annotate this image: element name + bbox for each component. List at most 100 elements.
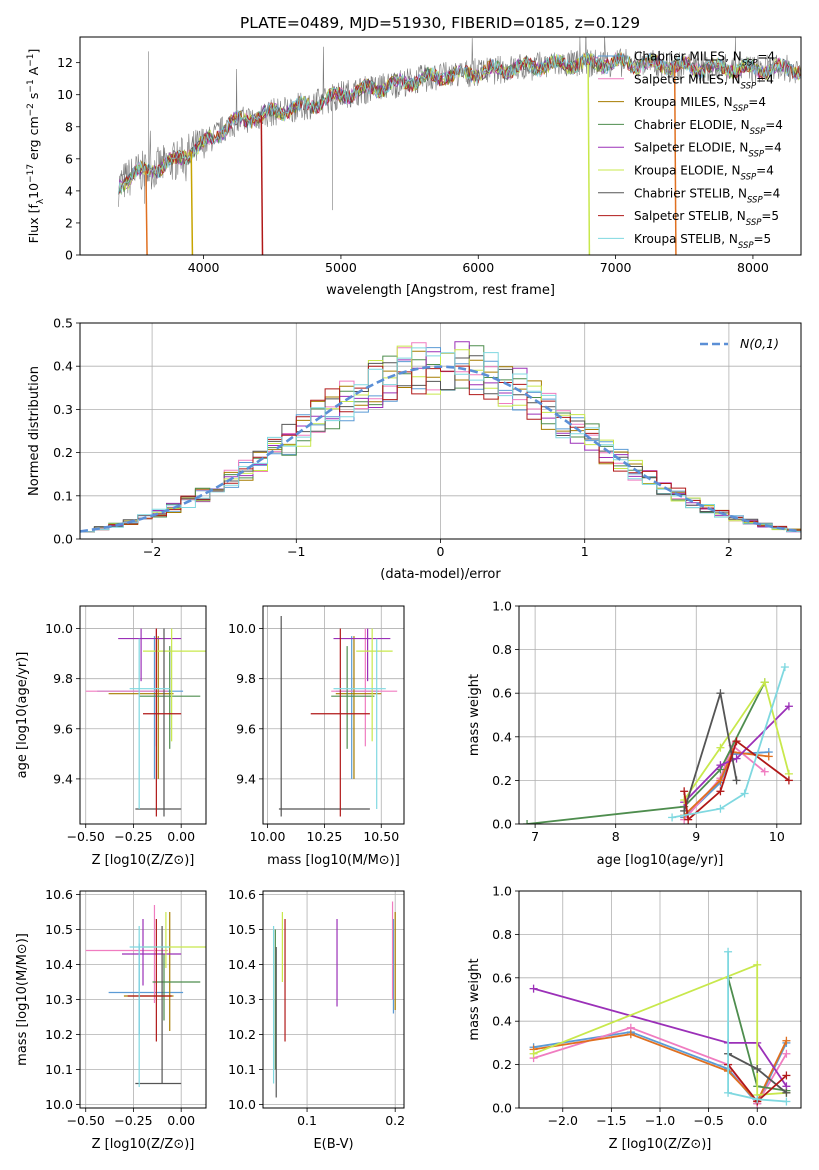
tick-label-x: 0.00 xyxy=(167,829,195,844)
tick-label-y: 0.3 xyxy=(53,402,73,417)
axes-frame xyxy=(79,322,802,540)
plot-body xyxy=(85,628,206,817)
tick-label-x: 10.25 xyxy=(307,829,343,844)
panel-massweight_vs_Z: −2.0 −1.5 −1.0 −0.5 0.0 0.0 0.2 0.4 0.6 0.8 1.0 Z [… xyxy=(467,884,802,1152)
model-truncation xyxy=(260,115,264,255)
tick-label-x: 0.2 xyxy=(385,1113,405,1128)
series-line-2 xyxy=(683,751,769,816)
legend-label: Kroupa MILES, NSSP=4 xyxy=(634,95,766,114)
panel-age_vs_Z: −0.50 −0.25 0.00 9.4 9.6 9.8 10.0 Z [log10(Z/Z⊙… xyxy=(15,605,207,868)
series-marker xyxy=(782,1036,791,1045)
legend-label-text: Salpeter MILES, N xyxy=(634,72,741,86)
legend-label-suffix: =5 xyxy=(761,209,779,223)
tick-label-x: 0 xyxy=(437,544,445,559)
tick-label-y: 0.8 xyxy=(492,927,512,942)
series-marker xyxy=(732,754,741,763)
legend-label-suffix: =4 xyxy=(756,72,774,86)
tick-label-y: 2 xyxy=(65,215,73,230)
tick-label-y: 10.1 xyxy=(45,1062,73,1077)
x-axis-label: Z [log10(Z/Z⊙)] xyxy=(92,853,195,868)
tick-label-y: 10.2 xyxy=(45,1027,73,1042)
tick-label-y: 0.4 xyxy=(492,729,512,744)
tick-label-x: −1.5 xyxy=(596,1113,626,1128)
legend-label: Chabrier ELODIE, NSSP=4 xyxy=(634,118,783,137)
model-truncation xyxy=(587,63,591,255)
tick-label-y: 10.5 xyxy=(45,922,73,937)
x-axis-label: age [log10(age/yr)] xyxy=(597,853,724,868)
legend-label: Chabrier MILES, NSSP=4 xyxy=(634,50,775,69)
errorbar-point-8 xyxy=(129,926,170,1087)
legend-label: Chabrier STELIB, NSSP=4 xyxy=(634,186,780,205)
panel-residual_histogram: −2 −1 0 1 2 0.0 0.1 0.2 0.3 0.4 0.5 N(0,1) (data-mod… xyxy=(27,316,802,582)
legend-label-sub: SSP xyxy=(738,241,754,251)
series-line-5 xyxy=(533,963,787,1096)
legend-label-text: Kroupa ELODIE, N xyxy=(634,164,741,178)
series-marker xyxy=(782,1088,791,1097)
errorbar-point-0 xyxy=(108,943,184,1035)
tick-label-y: 10.3 xyxy=(228,992,256,1007)
legend-label-sub: SSP xyxy=(742,59,758,69)
series-line-8 xyxy=(727,951,787,1103)
tick-label-y: 10 xyxy=(57,87,73,102)
errorbar-point-6 xyxy=(135,628,182,817)
tick-label-y: 10.2 xyxy=(228,1027,256,1042)
x-axis-label: Z [log10(Z/Z⊙)] xyxy=(609,1137,712,1152)
plot-body xyxy=(272,901,396,1098)
series-marker xyxy=(529,1049,538,1058)
y-axis-label-part: −1 xyxy=(26,54,36,67)
tick-label-x: 9 xyxy=(692,829,700,844)
tick-label-x: 8 xyxy=(612,829,620,844)
series-marker xyxy=(732,737,741,746)
tick-label-y: 10.6 xyxy=(45,887,73,902)
series-line-3 xyxy=(527,681,766,824)
figure-title: PLATE=0489, MJD=51930, FIBERID=0185, z=0… xyxy=(240,14,640,32)
series-marker xyxy=(753,1095,762,1104)
y-axis-label: mass weight xyxy=(467,674,482,756)
y-axis-label: Normed distribution xyxy=(27,366,42,496)
tick-label-y: 0.2 xyxy=(492,1057,512,1072)
plot-body xyxy=(80,341,801,539)
tick-label-y: 0.6 xyxy=(492,686,512,701)
errorbar-point-4 xyxy=(333,628,391,682)
panel-mass_vs_ebv: 0.1 0.2 10.0 10.1 10.2 10.3 10.4 10.5 10.6 E(B-V) xyxy=(228,887,405,1152)
tick-label-x: −0.50 xyxy=(67,1113,105,1128)
plot-body xyxy=(118,37,801,255)
tick-label-x: −0.5 xyxy=(693,1113,723,1128)
legend-label-suffix: =5 xyxy=(754,232,772,246)
tick-label-x: −1 xyxy=(287,544,305,559)
tick-label-x: −0.25 xyxy=(114,829,152,844)
x-axis-label: Z [log10(Z/Z⊙)] xyxy=(92,1137,195,1152)
plot-body xyxy=(529,947,791,1108)
series-marker xyxy=(740,789,749,798)
tick-label-y: 10.1 xyxy=(228,1062,256,1077)
y-axis-label-part: erg cm xyxy=(26,116,41,164)
tick-label-y: 10.6 xyxy=(228,887,256,902)
y-axis-label-part: −1 xyxy=(26,79,36,92)
x-axis-label: mass [log10(M/M⊙)] xyxy=(267,853,400,868)
series-marker xyxy=(782,1097,791,1106)
tick-label-x: 5000 xyxy=(325,260,357,275)
errorbar-point-1 xyxy=(331,628,398,747)
y-axis-label-part: ] xyxy=(26,49,41,54)
y-axis-label-part: 10 xyxy=(26,183,41,199)
legend-label-suffix: =4 xyxy=(764,141,782,155)
series-line-4 xyxy=(683,705,790,803)
tick-label-y: 0 xyxy=(65,248,73,263)
y-axis-label: Flux [fλ10−17 erg cm−2 s−1 A−1] xyxy=(26,49,46,244)
plot-body xyxy=(85,905,206,1087)
tick-label-y: 10.0 xyxy=(45,621,73,636)
y-axis-label-part: −2 xyxy=(26,103,36,116)
series-marker xyxy=(760,678,769,687)
plot-body xyxy=(523,663,793,824)
legend-label-text: Salpeter ELODIE, N xyxy=(634,141,748,155)
tick-label-y: 0.4 xyxy=(492,1014,512,1029)
series-marker xyxy=(784,776,793,785)
tick-label-x: 0.00 xyxy=(167,1113,195,1128)
x-axis-label: wavelength [Angstrom, rest frame] xyxy=(326,283,555,298)
model-fit-6 xyxy=(118,52,801,195)
errorbar-point-8 xyxy=(333,638,386,809)
tick-label-y: 12 xyxy=(57,55,73,70)
legend-label-suffix: =4 xyxy=(757,50,775,64)
series-marker xyxy=(753,960,762,969)
tick-label-y: 0.8 xyxy=(492,642,512,657)
